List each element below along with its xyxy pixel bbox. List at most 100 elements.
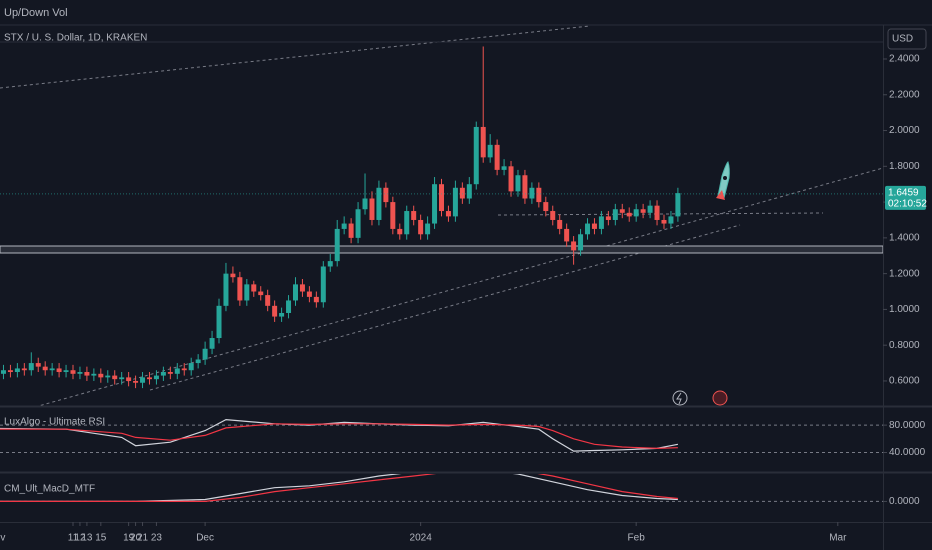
candle-body (42, 366, 48, 371)
candle-body (306, 291, 312, 297)
candle-body (466, 184, 472, 199)
candle-body (439, 184, 444, 212)
candle-body (647, 205, 653, 213)
candle-body (452, 187, 458, 217)
x-tick-label: 20 (130, 533, 142, 544)
candle-body (369, 198, 375, 220)
pane-2 (0, 474, 883, 502)
x-tick-label: 21 (137, 533, 149, 544)
candle-body (536, 187, 542, 203)
candle-body (348, 223, 354, 238)
candle-body (459, 187, 465, 199)
candle-body (140, 377, 146, 383)
indicator-name[interactable]: Up/Down Vol (4, 7, 68, 19)
candle-body (598, 216, 604, 229)
candle-body (209, 338, 215, 349)
candle-body (425, 223, 431, 235)
indicator-title[interactable]: LuxAlgo - Ultimate RSI (4, 417, 105, 428)
candle-body (508, 166, 514, 192)
pane-0 (0, 46, 883, 389)
candle-body (564, 228, 570, 242)
candle-body (56, 368, 62, 373)
y-tick-label: 2.2000 (889, 89, 920, 100)
candle-body (98, 373, 104, 378)
candle-body (216, 305, 222, 339)
candle-body (571, 241, 577, 251)
candle-body (605, 216, 611, 220)
candle-body (292, 284, 298, 301)
candle-body (515, 175, 521, 192)
candle-body (299, 284, 305, 292)
rocket-icon (716, 161, 730, 200)
y-tick-label: 0.0000 (889, 496, 920, 507)
candle-body (640, 209, 646, 213)
candle-body (612, 209, 618, 220)
x-tick-label: Nov (0, 533, 5, 544)
candle-body (578, 234, 584, 251)
candle-body (195, 359, 201, 364)
indicator-title[interactable]: CM_Ult_MacD_MTF (4, 484, 95, 495)
top-bar (0, 0, 932, 25)
candle-body (84, 372, 90, 376)
candle-body (327, 261, 333, 267)
indicator-line (0, 423, 678, 450)
candle-body (77, 372, 83, 374)
candle-body (188, 363, 194, 371)
candle-body (411, 211, 417, 220)
candle-body (341, 223, 347, 229)
candle-body (63, 370, 69, 373)
x-tick-label: Mar (829, 533, 847, 544)
candle-body (7, 370, 13, 373)
candle-body (146, 377, 152, 380)
candle-body (334, 228, 340, 262)
candle-body (494, 144, 500, 170)
candle-body (522, 175, 528, 199)
last-price-label: 1.6459 (888, 188, 919, 199)
candle-body (619, 209, 625, 213)
x-tick-label: 11 (68, 533, 79, 544)
candle-body (265, 295, 271, 306)
candle-body (543, 202, 549, 212)
candle-body (654, 205, 660, 220)
candle-body (418, 219, 424, 235)
candle-body (119, 377, 125, 380)
candle-body (432, 184, 438, 224)
indicator-line (0, 474, 678, 502)
x-tick-label: 23 (151, 533, 163, 544)
candle-body (487, 144, 493, 158)
x-tick-label: 13 (81, 533, 93, 544)
candle-body (675, 193, 681, 217)
candle-body (21, 368, 27, 371)
candle-body (126, 377, 132, 381)
currency-button[interactable] (887, 28, 927, 50)
x-tick-label: 2024 (410, 533, 433, 544)
candle-body (49, 368, 55, 371)
candle-body (480, 126, 486, 158)
candle-body (557, 219, 563, 229)
trend-line (36, 167, 883, 406)
x-tick-label: 12 (74, 533, 86, 544)
y-tick-label: 0.6000 (889, 376, 920, 387)
candle-body (28, 363, 34, 371)
candle-body (661, 219, 667, 224)
y-tick-label: 2.4000 (889, 54, 920, 65)
currency[interactable]: USD (892, 34, 913, 45)
candle-body (376, 187, 382, 220)
candle-body (70, 370, 76, 374)
candle-body (133, 380, 139, 383)
last-price-box (885, 185, 926, 210)
symbol-legend[interactable]: STX / U. S. Dollar, 1D, KRAKEN (4, 33, 147, 44)
candle-body (390, 202, 396, 229)
indicator-line (0, 474, 678, 502)
event-icon[interactable] (712, 390, 728, 406)
y-tick-label: 80.0000 (889, 420, 926, 431)
candle-body (174, 368, 180, 374)
candle-body (320, 266, 326, 303)
y-tick-label: 1.2000 (889, 268, 920, 279)
y-tick-label: 2.0000 (889, 125, 920, 136)
candle-body (251, 284, 257, 292)
lightning-icon[interactable] (672, 390, 688, 406)
candle-body (230, 273, 236, 278)
drawings (0, 25, 883, 406)
